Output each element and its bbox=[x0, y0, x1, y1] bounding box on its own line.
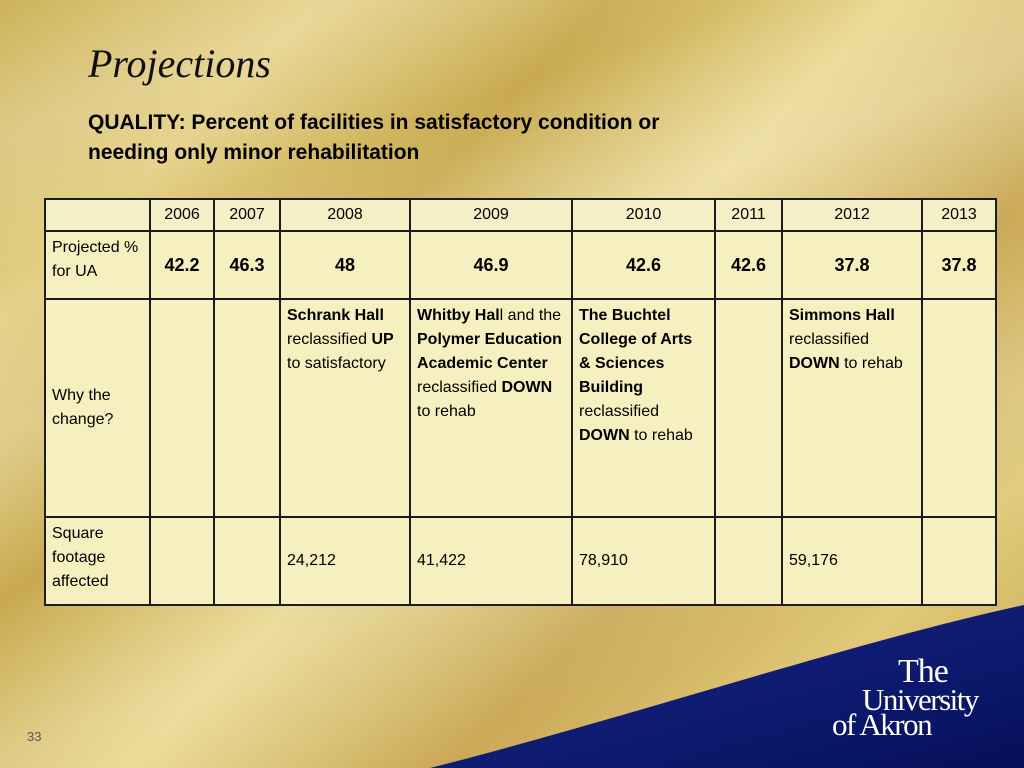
why-row: Why the change? Schrank Hall reclassifie… bbox=[44, 298, 997, 518]
university-of-akron-logo: The University of Akron bbox=[832, 653, 981, 738]
why-2008-outcome: to satisfactory bbox=[287, 355, 386, 372]
slide-subtitle: QUALITY: Percent of facilities in satisf… bbox=[88, 111, 660, 164]
page-number: 33 bbox=[27, 729, 42, 744]
square-footage-label: Square footage affected bbox=[44, 516, 151, 606]
why-2009-conjunction: and the bbox=[503, 307, 562, 324]
square-footage-2007 bbox=[213, 516, 281, 606]
projected-row: Projected % for UA 42.2 46.3 48 46.9 42.… bbox=[44, 230, 997, 300]
why-2009: Whitby Hall and the Polymer Education Ac… bbox=[409, 298, 573, 518]
why-2008-direction: UP bbox=[371, 331, 394, 348]
square-footage-2012: 59,176 bbox=[781, 516, 923, 606]
logo-line-the: The bbox=[898, 653, 948, 690]
square-footage-2008: 24,212 bbox=[279, 516, 411, 606]
why-2013 bbox=[921, 298, 997, 518]
why-2012-text: reclassified bbox=[789, 331, 870, 348]
square-footage-2011 bbox=[714, 516, 783, 606]
why-2009-building-a-end: l bbox=[499, 307, 504, 324]
projected-value-2009: 46.9 bbox=[409, 230, 573, 300]
header-row: 2006 2007 2008 2009 2010 2011 2012 2013 bbox=[44, 198, 997, 232]
why-label: Why the change? bbox=[44, 298, 151, 518]
why-2011 bbox=[714, 298, 783, 518]
logo-line-university: University bbox=[862, 682, 980, 717]
projected-value-2008: 48 bbox=[279, 230, 411, 300]
why-2010-building: The Buchtel College of Arts & Sciences B… bbox=[579, 307, 693, 396]
projected-value-2010: 42.6 bbox=[571, 230, 716, 300]
slide-title: Projections bbox=[88, 41, 271, 86]
why-2008: Schrank Hall reclassified UP to satisfac… bbox=[279, 298, 411, 518]
why-2012-outcome: to rehab bbox=[839, 355, 903, 372]
why-2009-building-a: Whitby Hal bbox=[417, 307, 500, 324]
why-2007 bbox=[213, 298, 281, 518]
square-footage-2009: 41,422 bbox=[409, 516, 573, 606]
projected-value-2013: 37.8 bbox=[921, 230, 997, 300]
why-2010-direction: DOWN bbox=[579, 427, 630, 444]
square-footage-row: Square footage affected 24,212 41,422 78… bbox=[44, 516, 997, 606]
why-2010: The Buchtel College of Arts & Sciences B… bbox=[571, 298, 716, 518]
header-2012: 2012 bbox=[781, 198, 923, 232]
header-2006: 2006 bbox=[149, 198, 215, 232]
why-2006 bbox=[149, 298, 215, 518]
header-2008: 2008 bbox=[279, 198, 411, 232]
projections-table: 2006 2007 2008 2009 2010 2011 2012 2013 … bbox=[44, 198, 997, 606]
why-2008-building: Schrank Hall bbox=[287, 307, 384, 324]
projected-label: Projected % for UA bbox=[44, 230, 151, 300]
why-2010-outcome: to rehab bbox=[629, 427, 693, 444]
square-footage-2006 bbox=[149, 516, 215, 606]
why-2012-building: Simmons Hall bbox=[789, 307, 895, 324]
header-2009: 2009 bbox=[409, 198, 573, 232]
logo-line-of-akron: of Akron bbox=[832, 707, 933, 738]
why-2009-outcome: to rehab bbox=[417, 403, 476, 420]
square-footage-2010: 78,910 bbox=[571, 516, 716, 606]
why-2008-text: reclassified bbox=[287, 331, 372, 348]
header-2013: 2013 bbox=[921, 198, 997, 232]
why-2009-text: reclassified bbox=[417, 379, 502, 396]
why-2012: Simmons Hall reclassified DOWN to rehab bbox=[781, 298, 923, 518]
why-2009-building-b: Polymer Education Academic Center bbox=[417, 331, 562, 372]
projected-value-2011: 42.6 bbox=[714, 230, 783, 300]
why-2009-direction: DOWN bbox=[501, 379, 553, 396]
why-2012-direction: DOWN bbox=[789, 355, 840, 372]
why-2010-text: reclassified bbox=[579, 403, 660, 420]
header-empty bbox=[44, 198, 151, 232]
projected-value-2006: 42.2 bbox=[149, 230, 215, 300]
header-2010: 2010 bbox=[571, 198, 716, 232]
projected-value-2012: 37.8 bbox=[781, 230, 923, 300]
header-2011: 2011 bbox=[714, 198, 783, 232]
projected-value-2007: 46.3 bbox=[213, 230, 281, 300]
header-2007: 2007 bbox=[213, 198, 281, 232]
square-footage-2013 bbox=[921, 516, 997, 606]
